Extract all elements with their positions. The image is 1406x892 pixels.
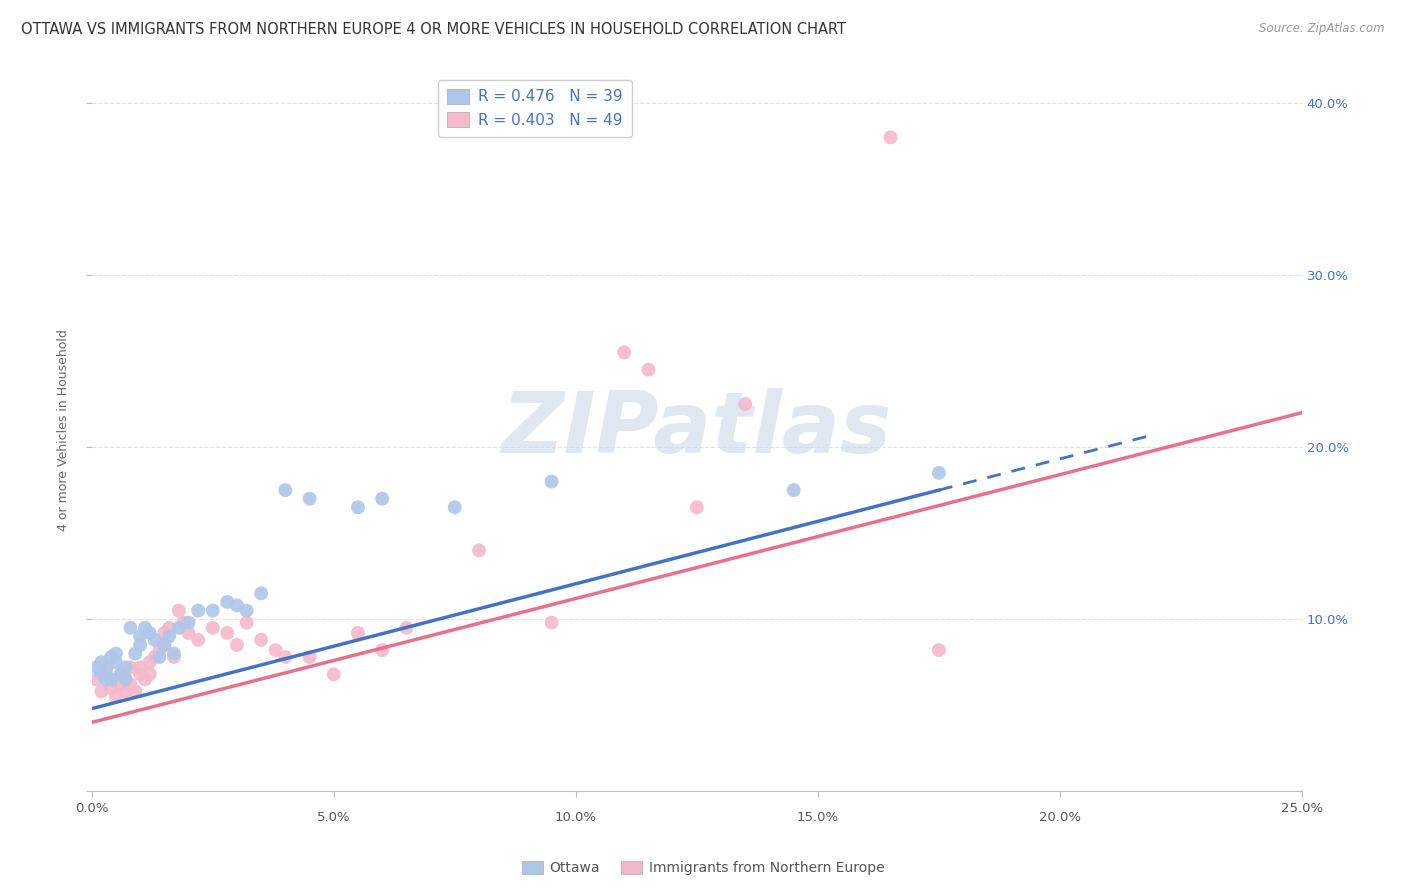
Point xyxy=(274,483,297,497)
Point xyxy=(143,650,166,665)
Point xyxy=(928,643,950,657)
Point xyxy=(298,650,321,665)
Point xyxy=(250,586,273,600)
Point xyxy=(187,632,209,647)
Point xyxy=(143,632,166,647)
Point xyxy=(114,660,136,674)
Point xyxy=(395,621,418,635)
Point xyxy=(928,466,950,480)
Point xyxy=(217,595,239,609)
Point xyxy=(157,629,180,643)
Point xyxy=(613,345,636,359)
Point xyxy=(187,603,209,617)
Point xyxy=(177,626,200,640)
Text: 5.0%: 5.0% xyxy=(316,812,350,824)
Point xyxy=(90,655,112,669)
Point xyxy=(86,660,108,674)
Text: 10.0%: 10.0% xyxy=(555,812,596,824)
Point xyxy=(250,632,273,647)
Point xyxy=(347,626,370,640)
Text: 15.0%: 15.0% xyxy=(797,812,839,824)
Point xyxy=(96,660,118,674)
Point xyxy=(153,638,176,652)
Point xyxy=(734,397,756,411)
Point xyxy=(139,626,162,640)
Point xyxy=(120,660,142,674)
Point xyxy=(110,667,132,681)
Point xyxy=(540,615,562,630)
Point xyxy=(879,130,901,145)
Point xyxy=(371,643,394,657)
Point xyxy=(148,650,170,665)
Legend: R = 0.476   N = 39, R = 0.403   N = 49: R = 0.476 N = 39, R = 0.403 N = 49 xyxy=(439,79,631,136)
Point xyxy=(120,621,142,635)
Point xyxy=(443,500,465,515)
Point xyxy=(86,673,108,687)
Point xyxy=(322,667,344,681)
Point xyxy=(96,667,118,681)
Point xyxy=(90,667,112,681)
Point xyxy=(129,660,152,674)
Point xyxy=(100,673,122,687)
Text: ZIPatlas: ZIPatlas xyxy=(502,388,891,471)
Point xyxy=(782,483,804,497)
Point xyxy=(104,690,127,704)
Point xyxy=(264,643,287,657)
Point xyxy=(637,362,659,376)
Point xyxy=(163,650,186,665)
Point xyxy=(163,647,186,661)
Point xyxy=(114,673,136,687)
Point xyxy=(201,621,224,635)
Text: 20.0%: 20.0% xyxy=(1039,812,1081,824)
Point xyxy=(100,650,122,665)
Point xyxy=(110,667,132,681)
Point xyxy=(371,491,394,506)
Point xyxy=(114,684,136,698)
Point xyxy=(167,603,190,617)
Point xyxy=(124,684,146,698)
Point xyxy=(100,673,122,687)
Point xyxy=(201,603,224,617)
Point xyxy=(114,673,136,687)
Point xyxy=(129,629,152,643)
Point xyxy=(235,615,257,630)
Point xyxy=(104,655,127,669)
Y-axis label: 4 or more Vehicles in Household: 4 or more Vehicles in Household xyxy=(58,329,70,531)
Point xyxy=(124,647,146,661)
Point xyxy=(173,615,195,630)
Point xyxy=(100,681,122,695)
Point xyxy=(96,673,118,687)
Point xyxy=(540,475,562,489)
Point xyxy=(347,500,370,515)
Point xyxy=(96,664,118,678)
Point xyxy=(90,684,112,698)
Point xyxy=(120,677,142,691)
Point xyxy=(226,638,249,652)
Point xyxy=(468,543,491,558)
Text: OTTAWA VS IMMIGRANTS FROM NORTHERN EUROPE 4 OR MORE VEHICLES IN HOUSEHOLD CORREL: OTTAWA VS IMMIGRANTS FROM NORTHERN EUROP… xyxy=(21,22,846,37)
Point xyxy=(134,673,156,687)
Point xyxy=(226,599,249,613)
Point xyxy=(129,667,152,681)
Point xyxy=(177,615,200,630)
Point xyxy=(235,603,257,617)
Point xyxy=(148,643,170,657)
Point xyxy=(217,626,239,640)
Point xyxy=(129,638,152,652)
Point xyxy=(139,667,162,681)
Legend: Ottawa, Immigrants from Northern Europe: Ottawa, Immigrants from Northern Europe xyxy=(516,855,890,880)
Point xyxy=(110,677,132,691)
Point xyxy=(274,650,297,665)
Point xyxy=(298,491,321,506)
Point xyxy=(134,621,156,635)
Point xyxy=(153,626,176,640)
Point xyxy=(153,638,176,652)
Point xyxy=(139,655,162,669)
Text: Source: ZipAtlas.com: Source: ZipAtlas.com xyxy=(1260,22,1385,36)
Point xyxy=(157,621,180,635)
Point xyxy=(167,621,190,635)
Point xyxy=(104,647,127,661)
Point xyxy=(686,500,709,515)
